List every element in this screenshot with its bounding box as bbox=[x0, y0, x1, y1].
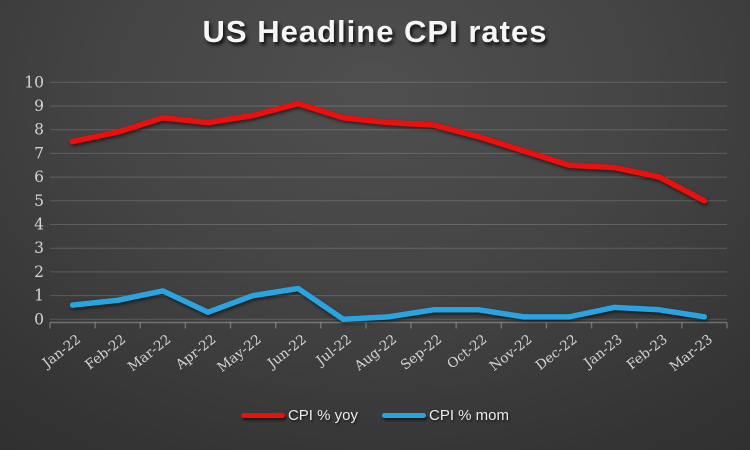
x-tick-label: May-22 bbox=[214, 332, 264, 376]
y-tick-label: 6 bbox=[34, 168, 44, 186]
series-line-cpi-mom bbox=[69, 285, 708, 323]
legend-label: CPI % mom bbox=[429, 407, 510, 424]
x-tick-label: Jan-22 bbox=[38, 332, 84, 373]
legend-swatch-blue-line bbox=[382, 412, 426, 419]
x-tick-label: Mar-22 bbox=[125, 332, 174, 375]
y-tick-label: 5 bbox=[34, 192, 44, 210]
data-series bbox=[69, 100, 708, 323]
y-tick-label: 8 bbox=[34, 121, 44, 139]
x-tick-label: Oct-22 bbox=[444, 332, 490, 373]
x-tick-label: Feb-23 bbox=[624, 332, 671, 374]
y-tick-label: 3 bbox=[34, 239, 44, 257]
y-tick-label: 1 bbox=[34, 287, 44, 305]
y-tick-label: 7 bbox=[34, 144, 44, 162]
x-tick-label: Feb-22 bbox=[82, 332, 129, 374]
y-tick-label: 0 bbox=[34, 310, 44, 328]
y-tick-label: 4 bbox=[34, 216, 44, 234]
x-tick-label: Jun-22 bbox=[263, 332, 310, 373]
chart-title: US Headline CPI rates bbox=[202, 14, 548, 49]
x-tick-label: Dec-22 bbox=[533, 332, 581, 374]
x-tick-label: Sep-22 bbox=[398, 332, 445, 374]
legend: CPI % yoy CPI % mom bbox=[0, 407, 750, 424]
x-tick-label: Aug-22 bbox=[351, 332, 400, 375]
legend-item-cpi-mom: CPI % mom bbox=[382, 407, 509, 424]
legend-label: CPI % yoy bbox=[287, 407, 358, 424]
y-tick-label: 9 bbox=[34, 97, 44, 115]
x-axis bbox=[49, 321, 728, 329]
x-tick-label: Jul-22 bbox=[312, 332, 355, 371]
x-tick-label: Jan-23 bbox=[580, 332, 626, 373]
legend-swatch-red-line bbox=[240, 412, 285, 419]
gridlines bbox=[50, 81, 727, 320]
series-line-cpi-yoy bbox=[69, 100, 708, 204]
x-tick-label: Mar-23 bbox=[667, 332, 716, 375]
y-tick-label: 10 bbox=[24, 73, 44, 91]
legend-item-cpi-yoy: CPI % yoy bbox=[240, 407, 358, 424]
y-axis-labels: 0 1 2 3 4 5 6 7 8 9 10 bbox=[24, 73, 44, 328]
y-tick-label: 2 bbox=[34, 263, 44, 281]
x-tick-label: Apr-22 bbox=[172, 332, 219, 374]
x-tick-label: Nov-22 bbox=[487, 332, 536, 375]
